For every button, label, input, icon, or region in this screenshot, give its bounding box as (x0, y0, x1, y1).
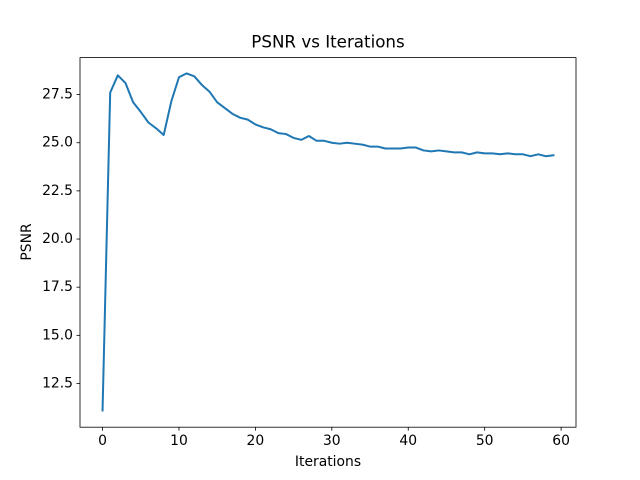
data-line (101, 72, 555, 412)
x-axis-label: Iterations (295, 454, 361, 470)
y-tick-label: 20.0 (42, 231, 73, 247)
y-axis-label: PSNR (19, 223, 35, 261)
chart-title: PSNR vs Iterations (251, 32, 404, 52)
x-tick-label: 40 (399, 433, 417, 449)
plot-frame (79, 57, 577, 428)
x-tick-label: 10 (170, 433, 188, 449)
y-tick-label: 17.5 (42, 279, 73, 295)
x-tick-label: 50 (476, 433, 494, 449)
y-tick-label: 22.5 (42, 183, 73, 199)
x-tick-label: 30 (323, 433, 341, 449)
x-tick-label: 60 (552, 433, 570, 449)
y-tick-label: 15.0 (42, 327, 73, 343)
y-tick-label: 25.0 (42, 135, 73, 151)
x-tick-label: 20 (247, 433, 265, 449)
y-tick-label: 12.5 (42, 375, 73, 391)
y-tick-label: 27.5 (42, 87, 73, 103)
x-tick-label: 0 (98, 433, 107, 449)
